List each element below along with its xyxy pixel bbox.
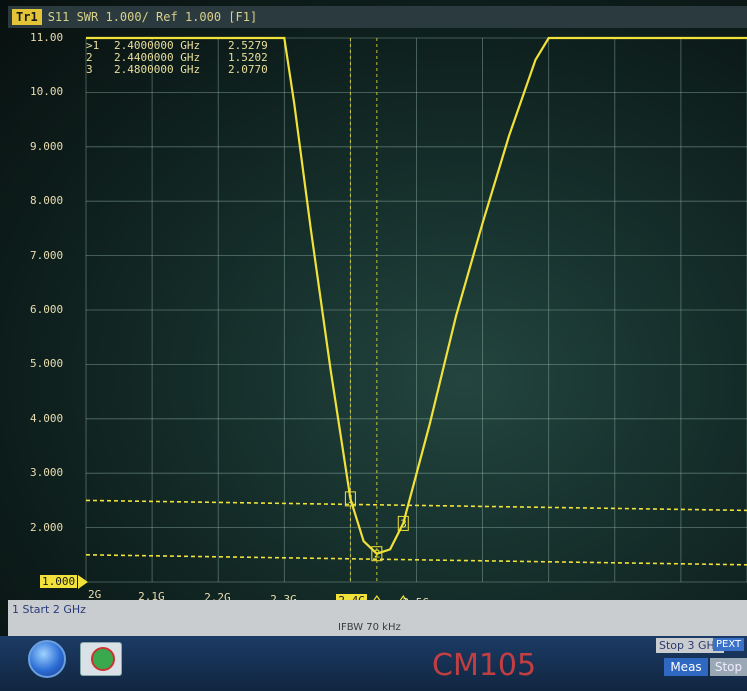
y-tick-label: 11.00 — [30, 31, 64, 44]
marker-point[interactable] — [397, 515, 409, 531]
y-tick-label: 7.000 — [30, 248, 64, 262]
status-bar: 1 Start 2 GHz IFBW 70 kHz — [8, 600, 747, 636]
marker-table-cell: >1 — [86, 39, 99, 52]
meas-button[interactable]: Meas — [664, 658, 708, 676]
pext-badge[interactable]: PEXT — [713, 638, 745, 651]
marker-table-cell: 2.4400000 GHz — [114, 51, 200, 64]
y-tick-label: 9.000 — [30, 139, 64, 153]
swr-trace — [86, 36, 747, 555]
reference-line — [85, 554, 747, 566]
marker-table-cell: 2.5279 — [228, 39, 268, 52]
y-tick-label: 4.000 — [30, 411, 64, 425]
x-tick-label: 2.1G — [138, 589, 165, 603]
smith-chart-icon — [91, 647, 115, 671]
reference-lines — [85, 38, 747, 582]
taskbar — [0, 636, 747, 691]
watermark-text: CM105 — [432, 648, 537, 683]
stop-frequency[interactable]: Stop 3 GHz — [656, 638, 724, 653]
marker-table-cell: 3 — [86, 63, 93, 76]
y-tick-label: 6.000 — [30, 303, 64, 316]
marker-table-cell: 2.0770 — [228, 63, 268, 76]
marker-point[interactable] — [344, 491, 356, 507]
start-frequency[interactable]: 1 Start 2 GHz — [12, 603, 86, 616]
marker-glyphs[interactable]: 1 2 3 — [78, 491, 410, 600]
x-tick-label: 2G — [88, 588, 102, 601]
marker-point-label[interactable]: 2 — [374, 548, 381, 561]
reference-arrow-icon[interactable] — [78, 575, 88, 589]
marker-table-cell: 2.4800000 GHz — [114, 63, 200, 76]
reference-line — [85, 499, 747, 512]
stop-button[interactable]: Stop — [710, 658, 747, 676]
trace-label[interactable]: Tr1 — [12, 9, 42, 25]
windows-start-icon[interactable] — [28, 640, 66, 678]
marker-point-label[interactable]: 1 — [347, 493, 354, 506]
y-tick-label: 5.000 — [30, 357, 64, 371]
marker-table-cell: 2.4000000 GHz — [114, 39, 200, 52]
y-tick-label: 3.000 — [30, 466, 64, 480]
vna-app-icon[interactable] — [80, 642, 122, 676]
grid — [85, 37, 747, 583]
y-tick-label: 1.000 — [40, 575, 78, 588]
y-tick-label: 8.000 — [30, 194, 64, 208]
marker-point-label[interactable]: 3 — [400, 517, 407, 530]
y-tick-label: 10.00 — [30, 85, 64, 99]
ifbw-readout[interactable]: IFBW 70 kHz — [338, 622, 401, 633]
marker-table: >1 2.4000000 GHz 2.5279 2 2.4400000 GHz 1.520… — [86, 39, 268, 76]
trace-settings: S11 SWR 1.000/ Ref 1.000 [F1] — [47, 10, 258, 24]
y-tick-label: 2.000 — [30, 520, 64, 534]
marker-table-cell: 2 — [86, 51, 93, 64]
trace-header: Tr1 S11 SWR 1.000/ Ref 1.000 [F1] — [8, 6, 747, 28]
marker-point[interactable] — [371, 546, 383, 562]
marker-table-cell: 1.5202 — [228, 51, 268, 64]
